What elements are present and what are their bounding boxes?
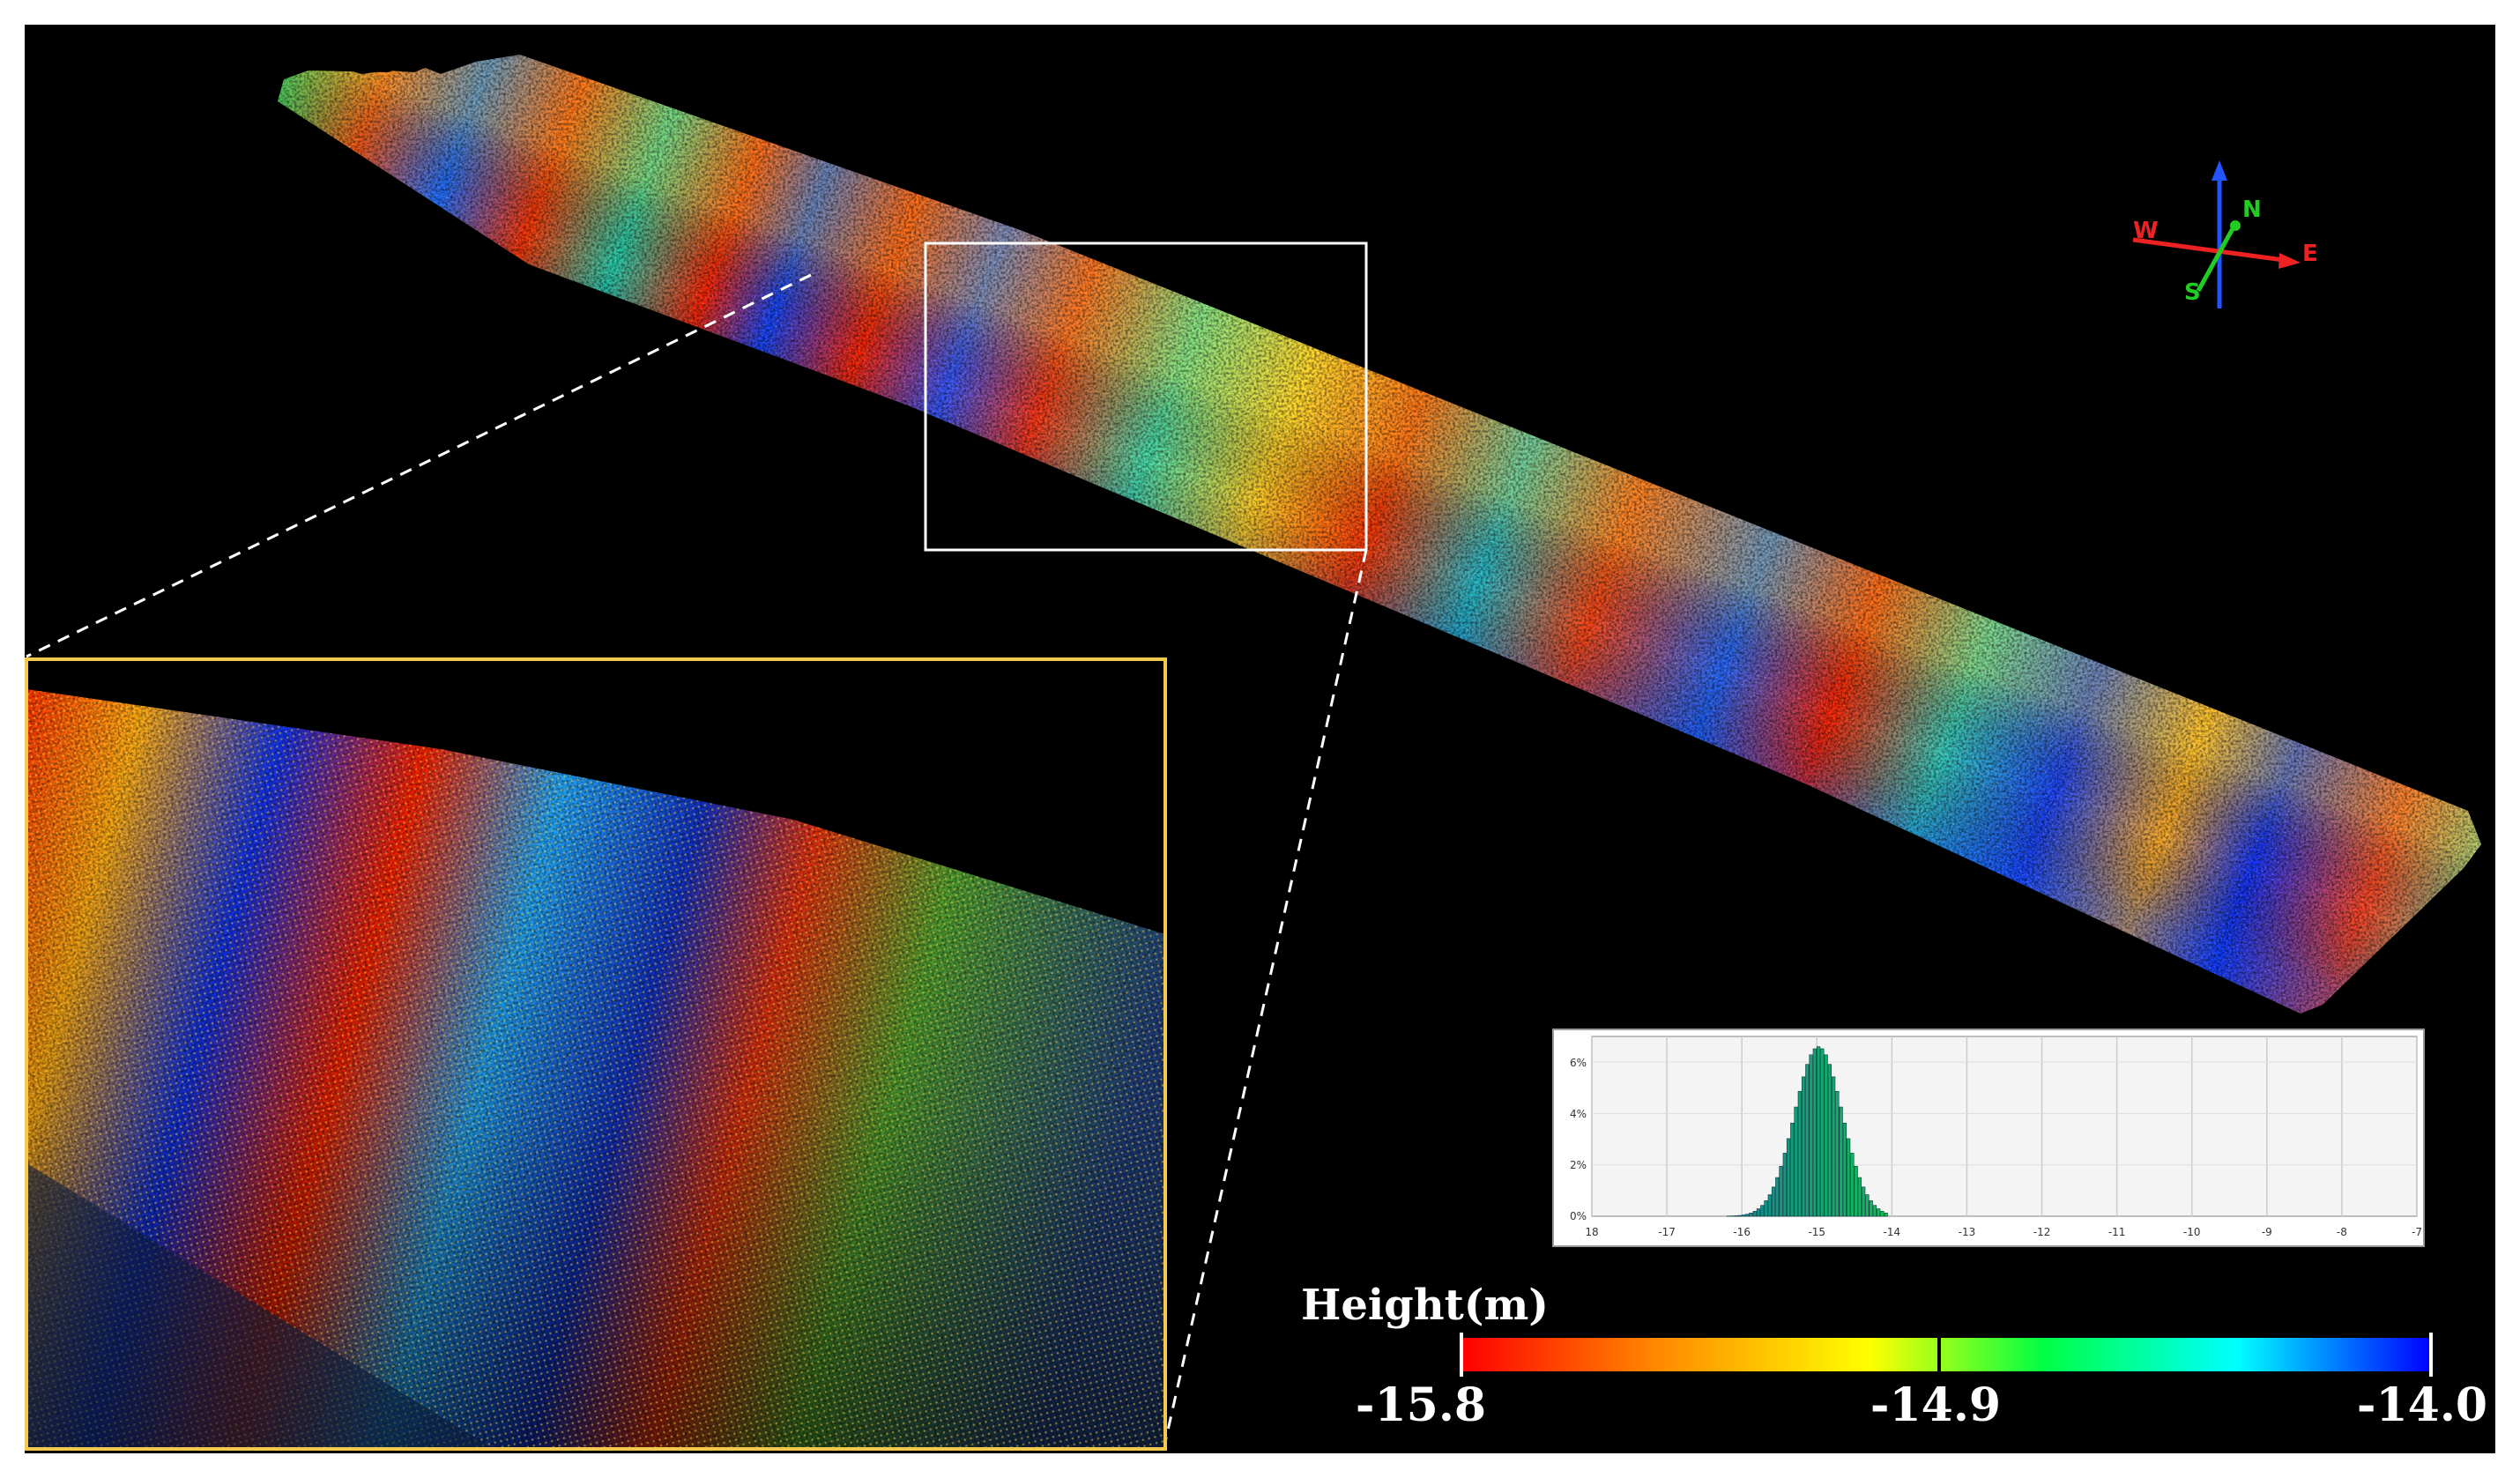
histogram-x-tick: -7 (2412, 1226, 2422, 1238)
histogram-bar (1862, 1186, 1866, 1217)
histogram-y-ticks: 6% 4% 2% 0% (1570, 1057, 1587, 1222)
histogram-bar (1835, 1090, 1840, 1217)
histogram-grid (1591, 1036, 2418, 1216)
histogram-y-tick: 0% (1570, 1210, 1587, 1222)
east-west-axis (2132, 237, 2291, 264)
colorbar-min-label: -15.8 (1356, 1378, 1486, 1432)
height-histogram: 6% 4% 2% 0% 18 -17 -16 -15 -14 -13 -12 -11 -10 -9… (1552, 1029, 2425, 1247)
zoom-inset-border (25, 657, 1167, 1451)
east-arrow-icon (2278, 253, 2301, 269)
histogram-bar (1756, 1208, 1761, 1217)
histogram-bar (1812, 1048, 1817, 1217)
colorbar-gradient (1461, 1338, 2431, 1371)
histogram-x-tick: -14 (1884, 1226, 1901, 1238)
histogram-bar (1741, 1214, 1746, 1217)
histogram-y-tick: 2% (1570, 1159, 1587, 1171)
zoom-connector-line-right (1162, 549, 1368, 1451)
compass-west-label: W (2133, 218, 2159, 244)
histogram-bar (1854, 1165, 1858, 1217)
histogram-bar (1850, 1153, 1855, 1217)
histogram-bar (1775, 1177, 1780, 1217)
histogram-x-ticks: 18 -17 -16 -15 -14 -13 -12 -11 -10 -9 -8 -7 (1585, 1226, 2422, 1238)
histogram-x-tick: -16 (1733, 1226, 1751, 1238)
histogram-bar (1820, 1048, 1825, 1217)
histogram-bar (1767, 1194, 1772, 1217)
histogram-bar (1865, 1194, 1870, 1217)
histogram-bar (1786, 1138, 1791, 1217)
histogram-bar (1737, 1214, 1742, 1217)
colorbar-max-label: -14.0 (2357, 1378, 2487, 1432)
histogram-bar (1760, 1205, 1765, 1217)
up-arrow-icon (2212, 160, 2227, 181)
histogram-x-tick: -12 (2033, 1226, 2051, 1238)
histogram-bar (1794, 1106, 1798, 1217)
histogram-bar (1857, 1177, 1862, 1217)
north-south-axis (2196, 222, 2238, 293)
histogram-x-tick: 18 (1585, 1226, 1598, 1238)
histogram-bar (1809, 1054, 1813, 1217)
histogram-bar (1884, 1213, 1888, 1217)
compass-east-label: E (2302, 241, 2318, 267)
histogram-x-tick: -13 (1959, 1226, 1976, 1238)
histogram-x-tick: -8 (2337, 1226, 2347, 1238)
histogram-bar (1877, 1208, 1881, 1217)
histogram-bar (1842, 1122, 1847, 1217)
height-colorbar: Height(m) -15.8 -14.9 -14.0 (1301, 1281, 2487, 1432)
zoom-connector-line-left (26, 273, 812, 658)
histogram-bar (1831, 1076, 1836, 1217)
histogram-bar (1782, 1153, 1787, 1217)
histogram-bar (1880, 1211, 1884, 1217)
compass-south-label: S (2184, 279, 2201, 306)
histogram-x-tick: -9 (2262, 1226, 2272, 1238)
zoom-region-box (924, 241, 1368, 552)
histogram-bar (1869, 1200, 1873, 1217)
histogram-x-tick: -15 (1808, 1226, 1825, 1238)
histogram-bar (1797, 1090, 1802, 1217)
histogram-bar (1790, 1122, 1795, 1217)
histogram-bar (1872, 1205, 1877, 1217)
compass-north-label: N (2242, 197, 2262, 223)
orientation-compass: N S E W (2132, 160, 2318, 308)
histogram-bar (1805, 1064, 1810, 1217)
histogram-bar (1847, 1138, 1851, 1217)
north-marker-icon (2230, 220, 2241, 231)
point-cloud-strip (278, 51, 2481, 1014)
histogram-bar (1764, 1200, 1768, 1217)
histogram-y-tick: 6% (1570, 1057, 1587, 1069)
histogram-x-tick: -17 (1658, 1226, 1676, 1238)
histogram-bars (1726, 1046, 1888, 1217)
histogram-bar (1752, 1211, 1757, 1217)
histogram-y-tick: 4% (1570, 1108, 1587, 1120)
histogram-bar (1749, 1213, 1753, 1217)
histogram-bar (1827, 1064, 1832, 1217)
zoom-inset (25, 657, 1167, 1451)
histogram-bar (1779, 1165, 1783, 1217)
histogram-bar (1801, 1076, 1806, 1217)
histogram-bar (1745, 1214, 1750, 1217)
histogram-bar (1839, 1106, 1843, 1217)
histogram-x-tick: -10 (2183, 1226, 2201, 1238)
histogram-bar (1734, 1215, 1738, 1217)
colorbar-mid-label: -14.9 (1870, 1378, 2001, 1432)
histogram-bar (1824, 1054, 1828, 1217)
histogram-plot-area (1591, 1036, 2418, 1217)
histogram-x-tick: -11 (2108, 1226, 2126, 1238)
colorbar-title: Height(m) (1301, 1281, 1549, 1330)
histogram-bar (1771, 1186, 1776, 1217)
histogram-bar (1816, 1046, 1821, 1217)
